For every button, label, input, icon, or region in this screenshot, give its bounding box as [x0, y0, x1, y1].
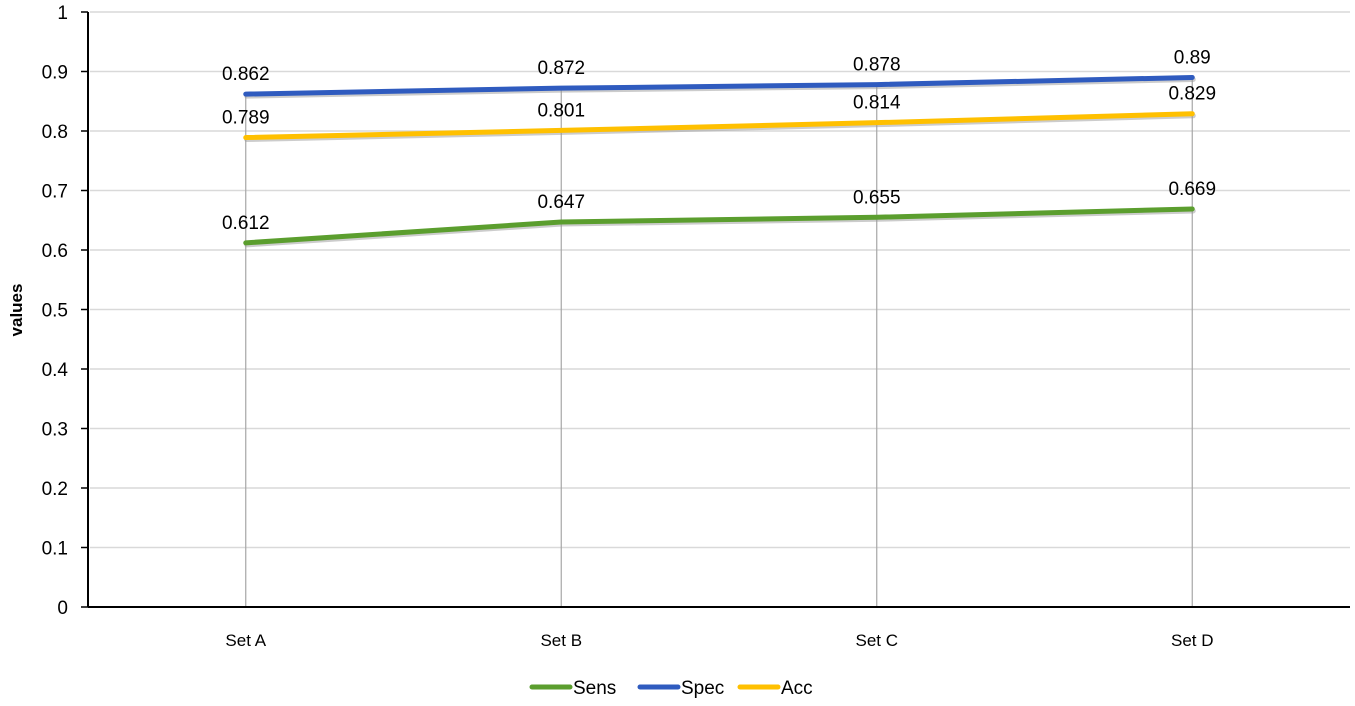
x-tick-label: Set D [1171, 631, 1214, 650]
y-tick-label: 0.6 [42, 241, 68, 262]
series-shadow-sens [244, 208, 1196, 248]
legend-label-sens: Sens [573, 678, 616, 699]
data-label-acc: 0.801 [537, 100, 585, 121]
y-tick-label: 0 [57, 598, 68, 619]
y-tick-label: 0.1 [42, 539, 68, 560]
data-label-spec: 0.872 [537, 58, 585, 79]
x-tick-label: Set C [855, 631, 898, 650]
data-label-acc: 0.814 [853, 93, 901, 114]
data-label-spec: 0.862 [222, 64, 270, 85]
data-label-sens: 0.669 [1168, 179, 1216, 200]
y-tick-label: 0.7 [42, 182, 68, 203]
y-tick-label: 0.4 [42, 360, 69, 381]
data-label-spec: 0.878 [853, 55, 901, 76]
y-tick-label: 0.5 [42, 301, 68, 322]
y-tick-label: 0.2 [42, 479, 68, 500]
y-tick-labels: 0 0.1 0.2 0.3 0.4 0.5 0.6 0.7 0.8 0.9 1 [42, 3, 69, 619]
data-label-sens: 0.655 [853, 187, 901, 208]
series-lines [243, 74, 1196, 248]
drop-lines [245, 77, 1193, 607]
series-line-spec [243, 74, 1195, 97]
y-tick-label: 0.9 [42, 63, 68, 84]
legend-label-spec: Spec [681, 678, 724, 699]
y-axis-label: values [7, 284, 26, 337]
data-label-acc: 0.789 [222, 108, 270, 129]
legend: Sens Spec Acc [529, 678, 813, 699]
data-label-acc: 0.829 [1168, 84, 1216, 105]
y-tick-label: 1 [57, 3, 68, 24]
x-tick-labels: Set A Set B Set C Set D [225, 631, 1213, 650]
axes [81, 11, 1350, 608]
data-label-spec: 0.89 [1174, 47, 1211, 68]
series-line-sens [243, 206, 1195, 246]
gridlines [90, 11, 1350, 549]
data-label-sens: 0.647 [537, 192, 585, 213]
x-tick-label: Set B [540, 631, 582, 650]
y-tick-label: 0.8 [42, 122, 68, 143]
data-label-sens: 0.612 [222, 213, 270, 234]
x-tick-label: Set A [225, 631, 266, 650]
y-tick-label: 0.3 [42, 420, 68, 441]
series-line-acc [243, 111, 1195, 141]
data-labels: 0.612 0.647 0.655 0.669 0.862 0.872 0.878 0.89 0… [222, 47, 1216, 233]
legend-label-acc: Acc [781, 678, 813, 699]
